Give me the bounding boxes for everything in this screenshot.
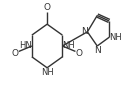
Text: O: O xyxy=(44,3,51,12)
Text: HN: HN xyxy=(19,41,32,50)
Text: O: O xyxy=(75,49,82,58)
Text: NH: NH xyxy=(62,41,75,50)
Text: N: N xyxy=(81,27,87,36)
Text: N: N xyxy=(94,46,101,55)
Text: O: O xyxy=(12,49,19,58)
Text: NH: NH xyxy=(109,33,122,42)
Text: NH: NH xyxy=(41,68,54,77)
